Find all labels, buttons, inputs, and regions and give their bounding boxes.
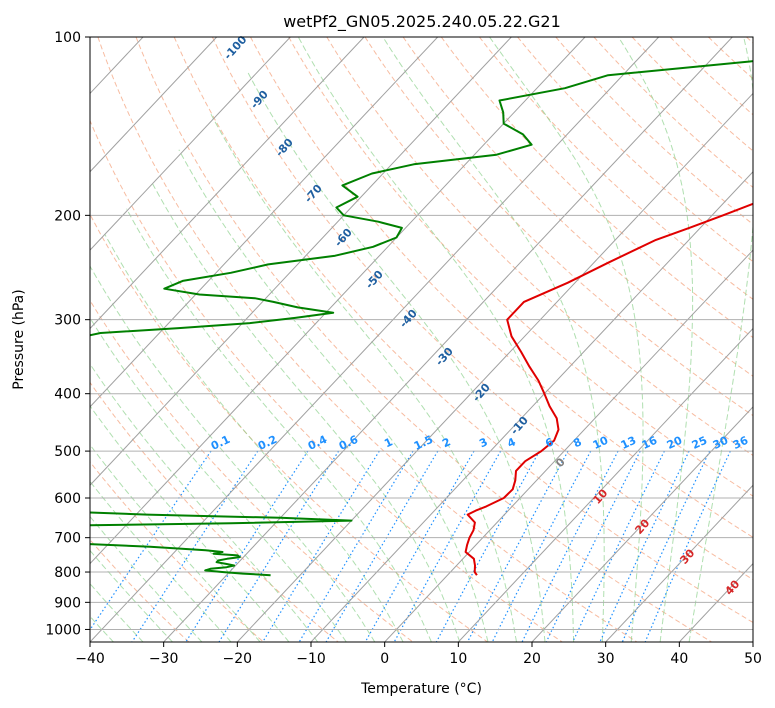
moist-adiabat-line	[382, 37, 605, 642]
y-tick-label: 700	[54, 531, 81, 547]
x-tick-label: −10	[296, 651, 326, 667]
mixing-ratio-label: 10	[591, 434, 611, 452]
isotherm-line	[605, 484, 753, 642]
profile-series	[90, 60, 753, 577]
isotherm-line	[90, 37, 660, 642]
dry-adiabat-line	[90, 461, 264, 642]
moist-adiabat-line	[90, 317, 347, 642]
dry-adiabat-line	[288, 37, 753, 497]
x-tick-label: −40	[75, 651, 105, 667]
isotherm-line	[457, 327, 753, 642]
isotherm-line	[236, 92, 753, 642]
isotherm-line	[90, 37, 586, 565]
dry-adiabat-line	[90, 538, 190, 642]
temperature-profile-line	[464, 202, 753, 576]
mixing-ratio-label: 13	[619, 434, 638, 452]
moist-adiabat-line	[297, 37, 575, 642]
moist-adiabat-line	[617, 37, 694, 642]
mixing-ratio-line	[90, 450, 212, 631]
mixing-ratio-line	[491, 450, 592, 642]
moist-adiabat-line	[210, 113, 517, 642]
mixing-ratio-label: 16	[640, 434, 660, 452]
mixing-ratio-label: 25	[690, 434, 709, 452]
x-tick-label: 40	[670, 651, 688, 667]
x-tick-label: 50	[744, 651, 762, 667]
mixing-ratio-line	[466, 450, 569, 642]
moist-adiabat-line	[489, 37, 644, 642]
y-tick-label: 100	[54, 30, 81, 46]
moist-adiabat-line	[150, 180, 461, 642]
x-tick-label: 0	[380, 651, 389, 667]
y-tick-label: 600	[54, 491, 81, 507]
dry-adiabat-line	[90, 213, 488, 642]
isotherm-line	[90, 37, 439, 408]
grid-lines	[90, 37, 753, 642]
mixing-ratio-label: 36	[731, 434, 751, 452]
isotherm-line	[163, 37, 733, 642]
dry-adiabat-line	[173, 37, 753, 624]
y-tick-label: 500	[54, 444, 81, 460]
moist-adiabat-line	[90, 265, 376, 642]
isotherm-line	[531, 406, 753, 642]
mixing-ratio-line	[621, 450, 711, 642]
background-lines	[90, 37, 753, 642]
isotherm-line	[310, 171, 753, 642]
mixing-ratio-line	[521, 450, 619, 642]
y-tick-label: 400	[54, 387, 81, 403]
mixing-ratio-line	[435, 450, 540, 642]
axes: −40 −30 −20 −10 0 10 20 30 40 50 100 200 300 400 500 60…	[45, 30, 762, 667]
isotherm-line	[90, 37, 291, 251]
y-tick-label: 900	[54, 595, 81, 611]
mixing-ratio-label: 20	[665, 434, 685, 452]
dry-adiabat-line	[97, 37, 638, 642]
plot-frame	[89, 36, 754, 643]
y-tick-label: 800	[54, 565, 81, 581]
moist-adiabat-line	[90, 480, 232, 642]
moist-adiabat-line	[90, 549, 173, 642]
x-tick-label: 30	[597, 651, 615, 667]
dry-adiabat-line	[90, 381, 339, 642]
mixing-ratio-label: 30	[711, 434, 731, 452]
mixing-ratio-line	[262, 450, 380, 642]
dewpoint-profile-line	[90, 60, 753, 577]
mixing-ratio-line	[572, 450, 665, 642]
moist-adiabat-line	[104, 233, 404, 642]
y-axis-title: Pressure (hPa)	[11, 289, 27, 389]
mixing-ratio-line	[393, 450, 502, 642]
moist-adiabat-line	[688, 37, 753, 642]
mixing-ratio-line	[599, 450, 690, 642]
y-tick-label: 1000	[45, 622, 81, 638]
x-axis-title: Temperature (°C)	[360, 681, 482, 697]
dry-adiabat-line	[211, 37, 753, 581]
isotherm-line	[90, 37, 218, 173]
chart-title: wetPf2_GN05.2025.240.05.22.G21	[283, 12, 561, 32]
mixing-ratio-line	[218, 450, 340, 642]
isotherm-line	[384, 249, 753, 642]
moist-adiabat-line	[90, 363, 319, 642]
isotherm-line	[90, 37, 512, 486]
x-tick-label: −30	[149, 651, 179, 667]
moist-adiabat-line	[90, 405, 290, 642]
dry-adiabat-line	[90, 119, 563, 642]
x-tick-label: 10	[449, 651, 467, 667]
isotherm-line	[90, 37, 365, 330]
dry-adiabat-line	[250, 37, 753, 538]
x-tick-label: 20	[523, 651, 541, 667]
y-tick-label: 300	[54, 313, 81, 329]
y-tick-label: 200	[54, 208, 81, 224]
x-tick-label: −20	[223, 651, 253, 667]
mixing-ratio-line	[545, 450, 641, 642]
mixing-ratio-line	[364, 450, 475, 642]
